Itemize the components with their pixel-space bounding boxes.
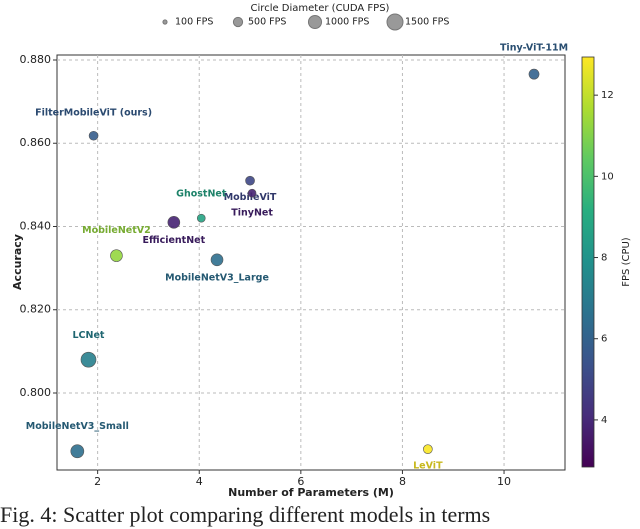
size-legend-title: Circle Diameter (CUDA FPS) xyxy=(251,3,390,14)
y-tick-label: 0.820 xyxy=(20,303,52,316)
point xyxy=(167,216,181,229)
size-legend-circle xyxy=(232,16,244,28)
point xyxy=(196,213,206,223)
colorbar-tick-label: 10 xyxy=(601,171,614,182)
size-legend-circle xyxy=(307,14,323,30)
caption: Fig. 4: Scatter plot comparing different… xyxy=(0,502,490,527)
point-label: MobileNetV2 xyxy=(82,225,151,236)
point-label: GhostNet xyxy=(176,189,227,200)
size-legend-circle xyxy=(386,13,404,31)
point-label: MobileViT xyxy=(224,192,277,203)
x-tick-label: 2 xyxy=(94,475,101,488)
colorbar-label: FPS (CPU) xyxy=(621,237,632,287)
x-tick-label: 8 xyxy=(399,475,406,488)
size-legend-label: 1000 FPS xyxy=(325,17,369,28)
point-label: Tiny-ViT-11M xyxy=(500,43,568,54)
point xyxy=(88,130,99,141)
point-label: MobileNetV3_Small xyxy=(26,421,129,432)
x-tick-label: 6 xyxy=(297,475,304,488)
size-legend-label: 100 FPS xyxy=(175,17,213,28)
y-axis-label: Accuracy xyxy=(11,234,24,290)
y-tick-label: 0.860 xyxy=(20,136,52,149)
colorbar-tick-label: 6 xyxy=(601,334,607,345)
y-tick-label: 0.840 xyxy=(20,219,52,232)
y-tick-label: 0.800 xyxy=(20,386,52,399)
point xyxy=(423,444,433,454)
colorbar-tick-label: 8 xyxy=(601,253,607,264)
size-legend-label: 500 FPS xyxy=(248,17,286,28)
x-tick-label: 4 xyxy=(196,475,203,488)
plot-frame xyxy=(56,54,566,471)
point-label: TinyNet xyxy=(231,208,273,219)
colorbar-tick-label: 12 xyxy=(601,90,614,101)
x-tick-label: 10 xyxy=(497,475,511,488)
point xyxy=(245,175,255,186)
point xyxy=(528,68,540,80)
x-axis-label: Number of Parameters (M) xyxy=(228,486,394,499)
colorbar xyxy=(581,56,595,468)
point xyxy=(70,444,85,459)
point xyxy=(247,188,257,198)
point-label: FilterMobileViT (ours) xyxy=(35,107,152,118)
point xyxy=(110,249,123,262)
size-legend-label: 1500 FPS xyxy=(405,17,449,28)
colorbar-tick-label: 4 xyxy=(601,415,607,426)
point-label: LeViT xyxy=(413,461,443,472)
y-tick-label: 0.880 xyxy=(20,53,52,66)
point-label: LCNet xyxy=(73,330,105,341)
point xyxy=(210,253,224,267)
point xyxy=(80,351,97,368)
point-label: MobileNetV3_Large xyxy=(165,272,269,283)
size-legend-circle xyxy=(162,19,168,25)
point-label: EfficientNet xyxy=(143,235,206,246)
